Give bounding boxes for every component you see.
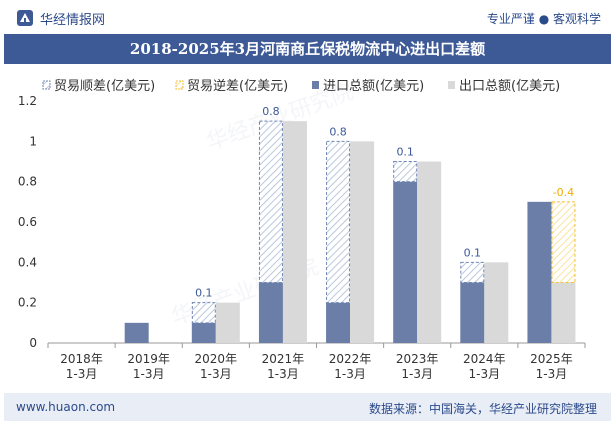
bar-surplus xyxy=(191,302,216,324)
chart-title: 2018-2025年3月河南商丘保税物流中心进出口差额 xyxy=(129,40,486,58)
legend-label-import: 进口总额(亿美元) xyxy=(323,79,424,94)
x-tick-label: 2025年 1-3月 xyxy=(530,352,573,381)
x-tick-label: 2022年 1-3月 xyxy=(329,352,372,381)
bar-export xyxy=(350,141,375,343)
bar-export xyxy=(282,121,307,344)
bar-surplus xyxy=(326,140,351,304)
y-tick-label: 0 xyxy=(29,336,37,350)
bar-export xyxy=(417,161,442,343)
x-tick-label: 2021年 1-3月 xyxy=(262,352,305,381)
brand: 华经情报网 xyxy=(16,8,105,28)
bar-import xyxy=(191,322,216,343)
legend-label-export: 出口总额(亿美元) xyxy=(459,79,560,94)
y-tick-label: 0.8 xyxy=(18,175,37,189)
bar-import xyxy=(393,181,418,343)
data-label-surplus: 0.1 xyxy=(464,246,482,259)
top-bar: 华经情报网 专业严谨 ● 客观科学 xyxy=(0,0,615,34)
tagline: 专业严谨 ● 客观科学 xyxy=(486,12,601,26)
footer-url[interactable]: www.huaon.com xyxy=(16,400,116,414)
legend-label-surplus: 贸易顺差(亿美元) xyxy=(54,79,155,94)
bar-surplus xyxy=(393,161,418,183)
title-bar: 2018-2025年3月河南商丘保税物流中心进出口差额 xyxy=(4,34,611,64)
legend-swatch-import xyxy=(312,81,319,89)
legend-swatch-deficit xyxy=(175,80,184,90)
bar-import xyxy=(460,282,485,343)
bar-surplus xyxy=(460,261,485,284)
footer-source: 数据来源：中国海关，华经产业研究院整理 xyxy=(368,402,597,416)
bar-deficit xyxy=(551,201,576,283)
data-label-surplus: 0.8 xyxy=(329,125,347,138)
bar-import xyxy=(326,302,351,343)
bar-surplus xyxy=(258,120,283,283)
huajing-logo-icon xyxy=(17,10,33,26)
y-tick-label: 0.6 xyxy=(18,215,37,229)
x-tick-label: 2018年 1-3月 xyxy=(60,352,103,381)
bar-export xyxy=(484,262,509,343)
legend-swatch-export xyxy=(448,81,455,89)
brand-name: 华经情报网 xyxy=(40,12,106,28)
data-label-surplus: 0.1 xyxy=(195,287,213,300)
bar-import xyxy=(258,282,283,343)
x-tick-label: 2023年 1-3月 xyxy=(396,352,439,381)
y-tick-label: 1.2 xyxy=(18,94,37,108)
x-tick-label: 2020年 1-3月 xyxy=(195,352,238,381)
data-label-surplus: 0.1 xyxy=(396,146,414,159)
x-tick-label: 2024年 1-3月 xyxy=(463,352,506,381)
data-label-deficit: -0.4 xyxy=(553,186,574,199)
bar-export xyxy=(551,282,576,343)
data-label-surplus: 0.8 xyxy=(262,105,280,118)
legend-swatch-surplus xyxy=(42,80,51,90)
x-tick-label: 2019年 1-3月 xyxy=(127,352,170,381)
bar-import xyxy=(527,201,552,343)
y-tick-label: 0.2 xyxy=(18,296,37,310)
legend-label-deficit: 贸易逆差(亿美元) xyxy=(187,78,288,94)
y-tick-label: 0.4 xyxy=(18,255,37,269)
bar-import xyxy=(124,322,149,343)
footer-bar: www.huaon.com 数据来源：中国海关，华经产业研究院整理 xyxy=(4,393,611,421)
y-tick-label: 1 xyxy=(29,134,37,148)
bar-export xyxy=(215,302,240,343)
